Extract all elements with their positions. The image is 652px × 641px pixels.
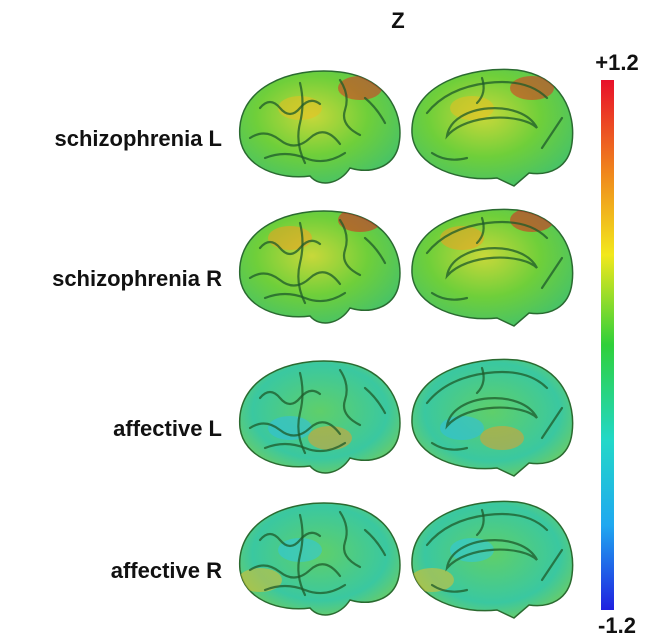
- medial-brain: [412, 359, 573, 476]
- lateral-brain: [238, 503, 400, 615]
- medial-brain: [412, 208, 573, 326]
- colorbar: [601, 80, 614, 610]
- medial-brain: [412, 69, 573, 186]
- title: Z: [391, 8, 404, 33]
- row-label: schizophrenia L: [55, 126, 222, 151]
- row-label: affective L: [113, 416, 222, 441]
- colorbar-min-label: -1.2: [598, 613, 636, 638]
- row-label: schizophrenia R: [52, 266, 222, 291]
- lateral-brain: [240, 361, 400, 473]
- colorbar-max-label: +1.2: [595, 50, 638, 75]
- medial-brain: [410, 501, 573, 618]
- figure: Z schizophrenia L schizophrenia R affectiv…: [0, 0, 652, 641]
- lateral-brain: [240, 71, 400, 183]
- lateral-brain: [240, 208, 400, 323]
- row-label: affective R: [111, 558, 222, 583]
